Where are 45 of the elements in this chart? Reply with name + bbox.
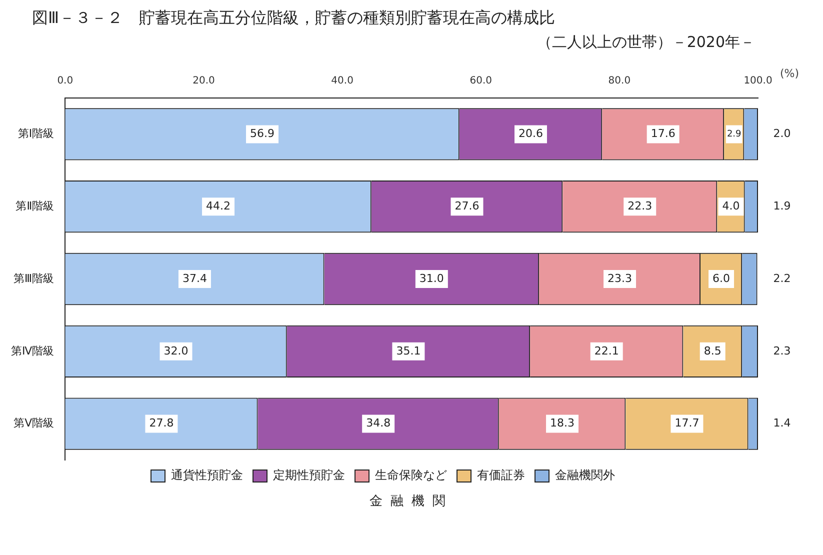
data-label: 22.1 [594,344,619,358]
x-tick-label: 80.0 [608,76,631,87]
legend-label: 有価証券 [477,468,525,482]
data-label: 31.0 [419,272,444,285]
data-label: 27.6 [454,199,480,212]
data-label: 27.8 [149,416,174,430]
y-tick-label: 第Ⅴ階級 [14,416,54,430]
data-label: 17.6 [650,127,676,140]
x-tick-label: 0.0 [57,76,74,87]
x-tick-label: 60.0 [470,76,492,87]
data-label: 44.2 [206,199,231,212]
data-label: 2.9 [726,130,742,140]
data-label: 18.3 [550,416,575,430]
data-label: 37.4 [182,272,207,285]
text: 金融機関 [368,493,454,510]
legend-label: 定期性預貯金 [273,468,345,482]
chart-subtitle: （二人以上の世帯）－2020年－ [536,33,756,52]
x-tick-label: 20.0 [192,76,215,87]
y-tick-label: 第Ⅳ階級 [10,344,54,358]
data-label: 56.9 [250,127,275,140]
y-tick-label: 第Ⅰ階級 [18,127,54,140]
data-label: 4.0 [722,199,740,212]
data-label: 6.0 [712,272,730,285]
legend-label: 金融機関外 [555,468,615,482]
data-label: 23.3 [608,272,632,285]
data-label: 2.2 [773,272,791,285]
data-label: 8.5 [704,344,722,358]
x-tick-label: 40.0 [331,76,354,87]
y-tick-label: 第Ⅱ階級 [16,199,54,212]
legend-label: 生命保険など [375,468,447,482]
x-tick-label: 100.0 [744,76,772,87]
data-label: 17.7 [674,416,700,430]
data-label: 2.3 [773,344,791,358]
chart-title: 図Ⅲ－３－２ 貯蓄現在高五分位階級，貯蓄の種類別貯蓄現在高の構成比 [31,8,556,29]
x-axis-title: (%) [780,66,800,80]
y-tick-label: 第Ⅲ階級 [14,272,54,285]
data-label: 34.8 [366,416,391,430]
data-label: 1.9 [773,199,791,212]
data-label: 32.0 [164,344,188,358]
data-label: 1.4 [773,416,791,430]
data-label: 35.1 [396,344,421,358]
data-label: 22.3 [628,199,652,212]
legend-label: 通貨性預貯金 [171,468,243,482]
data-label: 2.0 [773,127,791,140]
data-label: 20.6 [518,127,543,140]
